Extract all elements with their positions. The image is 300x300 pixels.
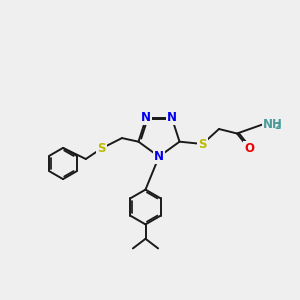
Text: NH: NH — [262, 118, 282, 131]
Text: N: N — [141, 111, 151, 124]
Text: S: S — [198, 137, 207, 151]
Text: S: S — [97, 142, 106, 155]
Text: 2: 2 — [274, 122, 280, 131]
Text: N: N — [167, 111, 177, 124]
Text: N: N — [154, 150, 164, 163]
Text: O: O — [244, 142, 254, 155]
